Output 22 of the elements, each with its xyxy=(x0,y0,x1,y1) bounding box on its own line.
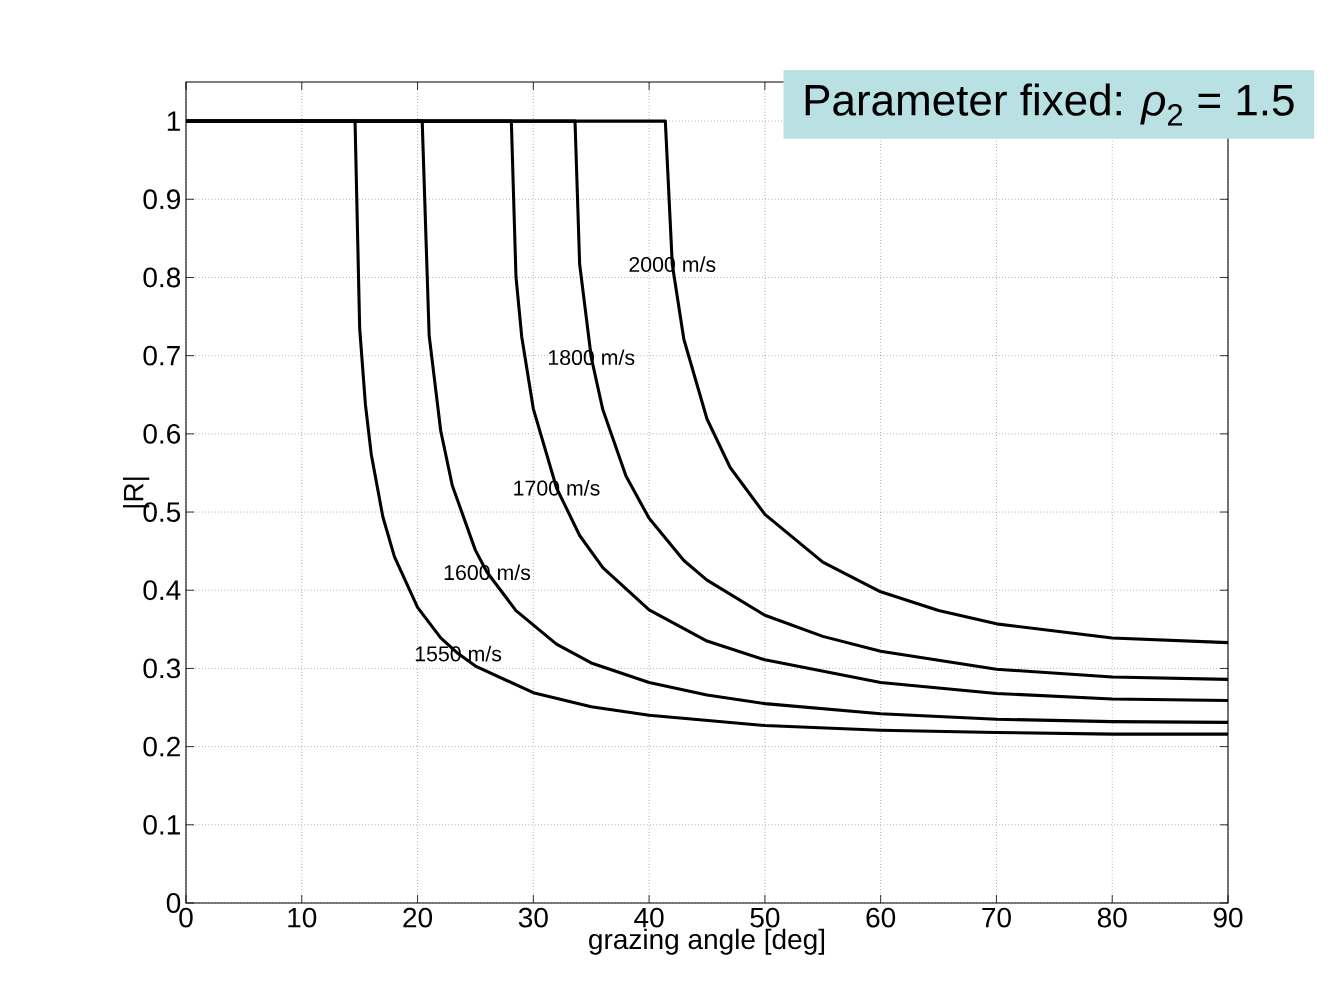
x-axis-title: grazing angle [deg] xyxy=(589,928,825,955)
x-tick-label: 80 xyxy=(1097,907,1127,928)
y-tick-label: 0.8 xyxy=(143,267,181,288)
x-tick-label: 90 xyxy=(1213,907,1243,928)
y-tick-label: 0 xyxy=(166,893,181,913)
chart-title: Parameter fixed: ρ$_{2}$ = 1.5 xyxy=(805,83,1294,126)
x-tick-label: 40 xyxy=(634,907,664,928)
y-tick-label: 0.3 xyxy=(143,658,181,679)
x-tick-label: 30 xyxy=(518,907,548,928)
annotation: 1550 m/s xyxy=(415,645,502,662)
x-tick-label: 10 xyxy=(288,907,317,928)
y-tick-label: 0.2 xyxy=(143,736,180,757)
y-tick-label: 0.9 xyxy=(143,189,180,210)
y-tick-label: 0.7 xyxy=(143,345,180,366)
x-tick-label: 50 xyxy=(750,907,780,928)
y-tick-label: 0.1 xyxy=(143,814,180,835)
y-tick-label: 1 xyxy=(167,111,180,131)
x-tick-label: 60 xyxy=(866,907,896,928)
x-tick-label: 20 xyxy=(403,907,433,928)
y-tick-label: 0.4 xyxy=(143,580,181,601)
y-tick-label: 0.6 xyxy=(143,423,181,444)
x-tick-label: 70 xyxy=(982,907,1011,928)
